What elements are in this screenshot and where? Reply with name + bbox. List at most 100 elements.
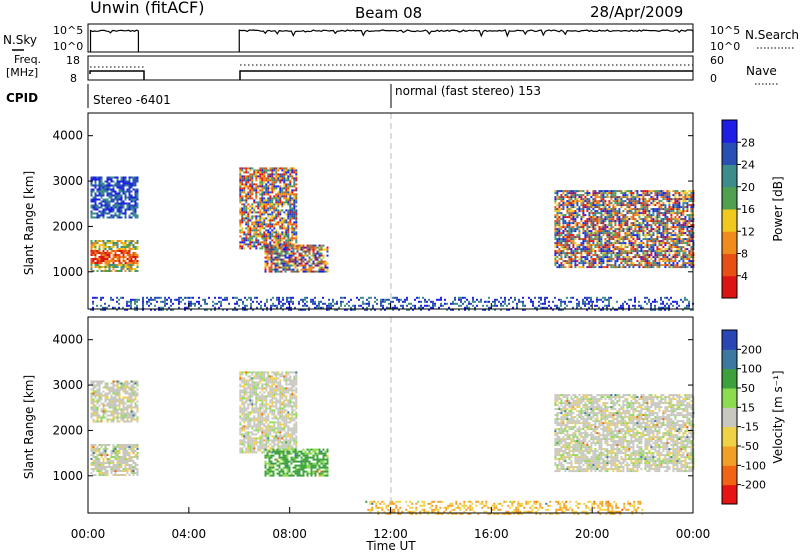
heatmap-cell (682, 308, 684, 311)
heatmap-cell (684, 238, 687, 241)
heatmap-cell (610, 210, 613, 213)
heatmap-cell (92, 456, 95, 458)
heatmap-cell (616, 200, 619, 203)
heatmap-cell (245, 183, 248, 186)
heatmap-cell (251, 187, 254, 190)
heatmap-cell (312, 300, 314, 303)
heatmap-cell (281, 177, 284, 180)
heatmap-cell (92, 258, 95, 260)
heatmap-cell (259, 215, 262, 218)
heatmap-cell (285, 173, 288, 176)
heatmap-cell (406, 304, 408, 307)
heatmap-cell (584, 234, 587, 237)
heatmap-cell (408, 308, 410, 311)
heatmap-cell (100, 254, 103, 256)
heatmap-cell (618, 190, 621, 193)
heatmap-cell (314, 262, 317, 265)
heatmap-cell (114, 244, 117, 246)
heatmap-cell (656, 264, 659, 267)
heatmap-cell (295, 173, 298, 176)
heatmap-cell (106, 474, 109, 476)
heatmap-cell (280, 254, 283, 257)
heatmap-cell (600, 210, 603, 213)
heatmap-cell (326, 306, 328, 309)
heatmap-cell (668, 306, 670, 309)
heatmap-cell (580, 198, 583, 201)
heatmap-cell (308, 252, 311, 255)
heatmap-cell (646, 244, 649, 247)
heatmap-cell (608, 248, 611, 251)
heatmap-cell (606, 298, 608, 301)
heatmap-cell (382, 304, 384, 307)
heatmap-cell (468, 302, 470, 305)
heatmap-cell (602, 256, 605, 259)
heatmap-cell (92, 254, 95, 256)
heatmap-cell (265, 225, 268, 228)
heatmap-cell (686, 244, 689, 247)
heatmap-cell (114, 214, 117, 217)
heatmap-cell (394, 306, 396, 309)
heatmap-cell (638, 262, 641, 265)
heatmap-cell (564, 242, 567, 245)
heatmap-cell (110, 192, 113, 195)
heatmap-cell (291, 247, 294, 250)
heatmap-cell (120, 186, 123, 189)
heatmap-cell (104, 202, 107, 205)
heatmap-cell (668, 250, 671, 253)
heatmap-cell (668, 218, 671, 221)
heatmap-cell (452, 300, 454, 303)
heatmap-cell (249, 167, 252, 170)
heatmap-cell (584, 240, 587, 243)
heatmap-cell (640, 256, 643, 259)
heatmap-cell (574, 242, 577, 245)
heatmap-cell (626, 252, 629, 255)
heatmap-cell (136, 190, 139, 193)
heatmap-cell (610, 236, 613, 239)
heatmap-cell (568, 248, 571, 251)
heatmap-cell (255, 193, 258, 196)
heatmap-cell (247, 213, 250, 216)
heatmap-cell (110, 180, 113, 183)
heatmap-cell (130, 216, 133, 219)
heatmap-cell (640, 228, 643, 231)
heatmap-cell (686, 214, 689, 217)
heatmap-cell (322, 306, 324, 309)
heatmap-cell (656, 230, 659, 233)
heatmap-cell (654, 194, 657, 197)
heatmap-cell (320, 270, 323, 273)
heatmap-cell (294, 270, 297, 273)
heatmap-cell (632, 212, 635, 215)
heatmap-cell (247, 175, 250, 178)
heatmap-cell (130, 470, 133, 472)
heatmap-cell (604, 304, 606, 307)
heatmap-cell (128, 254, 131, 256)
heatmap-cell (616, 236, 619, 239)
heatmap-cell (648, 238, 651, 241)
heatmap-cell (576, 216, 579, 219)
heatmap-cell (660, 308, 662, 311)
heatmap-cell (92, 306, 94, 309)
heatmap-cell (576, 252, 579, 255)
heatmap-cell (96, 470, 99, 472)
heatmap-cell (648, 262, 651, 265)
heatmap-cell (214, 296, 216, 299)
heatmap-cell (440, 302, 442, 305)
heatmap-cell (608, 302, 610, 305)
heatmap-cell (664, 194, 667, 197)
heatmap-cell (664, 238, 667, 241)
heatmap-cell (676, 252, 679, 255)
heatmap-cell (158, 306, 160, 309)
heatmap-cell (265, 209, 268, 212)
heatmap-cell (684, 224, 687, 227)
heatmap-cell (342, 296, 344, 299)
heatmap-cell (295, 201, 298, 204)
heatmap-cell (598, 244, 601, 247)
heatmap-cell (289, 191, 292, 194)
heatmap-cell (376, 302, 378, 305)
heatmap-cell (650, 244, 653, 247)
heatmap-cell (178, 300, 180, 303)
heatmap-cell (130, 194, 133, 197)
heatmap-cell (247, 197, 250, 200)
heatmap-cell (106, 200, 109, 203)
heatmap-cell (273, 231, 276, 234)
